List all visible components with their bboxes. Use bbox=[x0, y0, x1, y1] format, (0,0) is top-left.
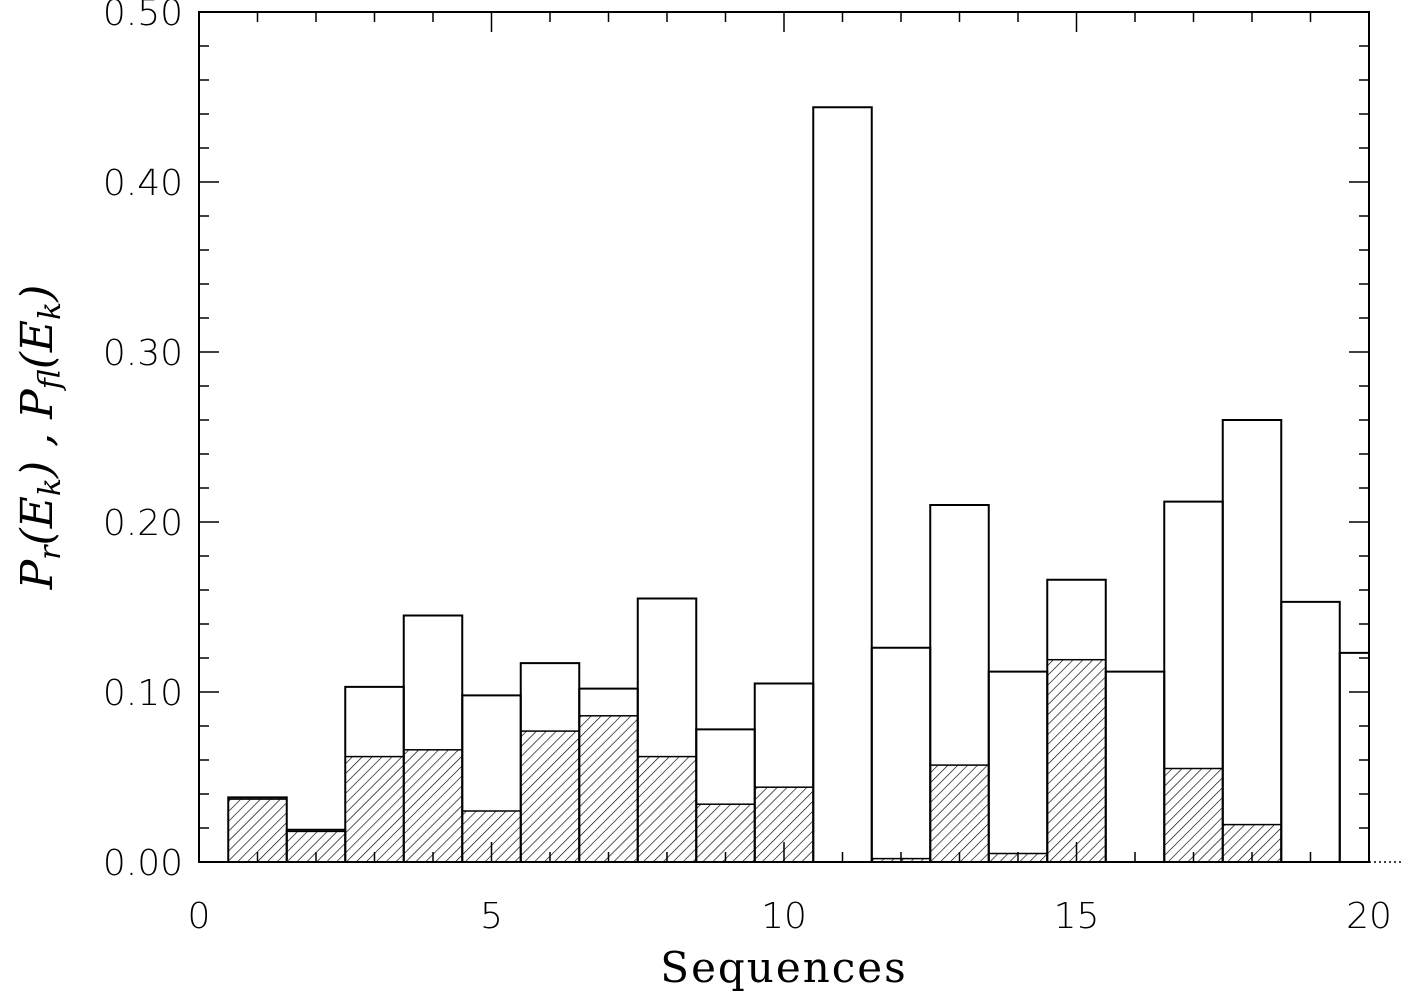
x-tick-labels: 0 5 10 15 20 bbox=[188, 896, 1392, 937]
y-tick-label: 0.00 bbox=[103, 843, 183, 884]
hatched-bar bbox=[344, 755, 405, 863]
y-tick-label: 0.50 bbox=[103, 0, 183, 34]
y-tick-label: 0.20 bbox=[103, 503, 183, 544]
outline-bar bbox=[870, 646, 932, 862]
hatched-bar bbox=[637, 755, 697, 863]
hatched-bar bbox=[1046, 658, 1107, 863]
plot-frame bbox=[198, 11, 1370, 863]
outline-bar bbox=[1338, 651, 1370, 862]
y-axis-title: Pr(Ek) , Pfl(Ek) bbox=[12, 285, 68, 591]
hatched-bar bbox=[1163, 767, 1224, 863]
hatched-bar bbox=[520, 730, 580, 863]
y-tick-labels: 0.00 0.10 0.20 0.30 0.40 0.50 bbox=[103, 0, 183, 884]
y-tick-label: 0.40 bbox=[103, 163, 183, 204]
outline-series bbox=[227, 106, 1370, 862]
outline-bar bbox=[812, 106, 873, 862]
hatched-bar bbox=[578, 715, 639, 863]
hatched-series bbox=[227, 658, 1282, 863]
outline-bar bbox=[1221, 419, 1283, 862]
y-tick-label: 0.30 bbox=[103, 333, 183, 374]
x-axis-title: Sequences bbox=[660, 943, 907, 992]
outline-bar bbox=[987, 670, 1049, 862]
x-tick-label: 0 bbox=[188, 896, 211, 937]
x-tick-label: 15 bbox=[1054, 896, 1100, 937]
hatched-bar bbox=[929, 764, 990, 863]
y-tick-label: 0.10 bbox=[103, 673, 183, 714]
outline-bar bbox=[1104, 670, 1166, 862]
axis-ticks bbox=[198, 11, 1370, 863]
x-tick-label: 10 bbox=[761, 896, 807, 937]
x-tick-label: 20 bbox=[1346, 896, 1392, 937]
x-tick-label: 5 bbox=[480, 896, 503, 937]
svg-text:Pr(Ek) , Pfl(Ek): Pr(Ek) , Pfl(Ek) bbox=[12, 285, 68, 591]
outline-bar bbox=[1280, 600, 1341, 862]
hatched-bar bbox=[403, 749, 463, 863]
